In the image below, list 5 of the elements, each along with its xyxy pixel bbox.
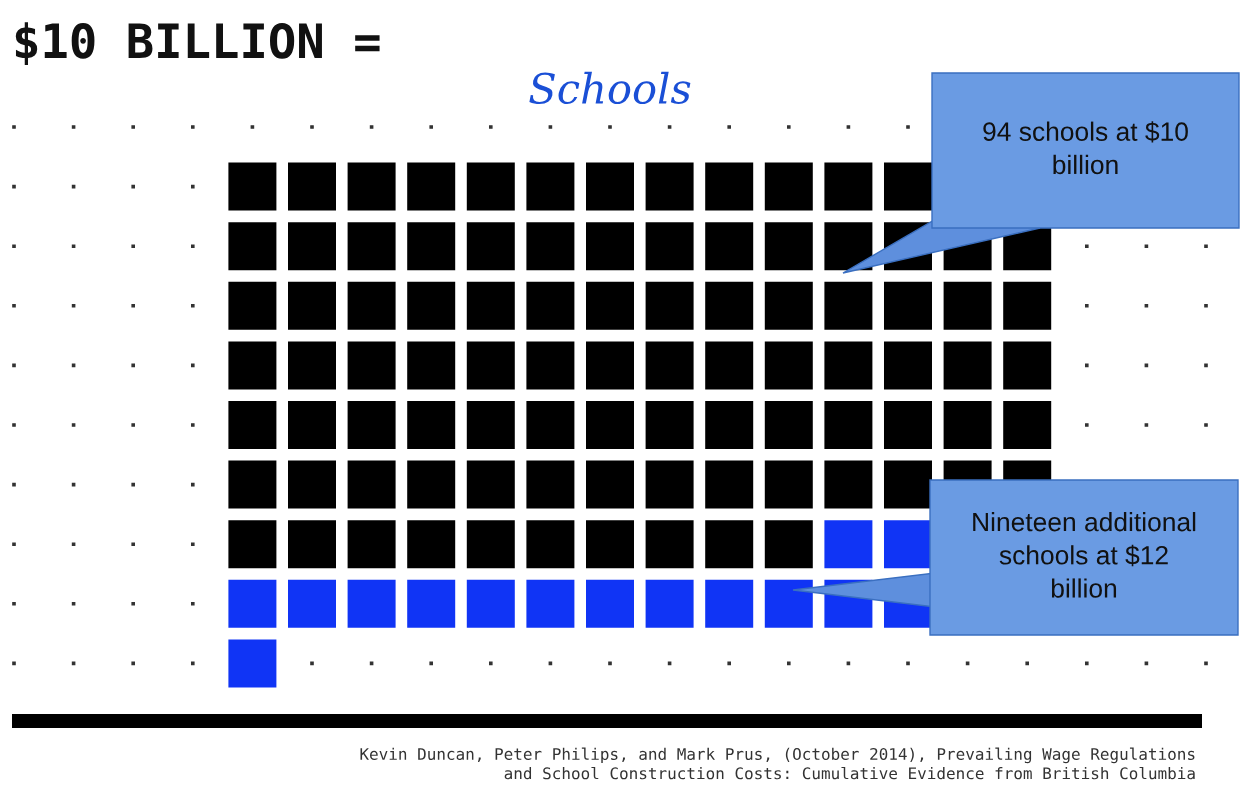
text: Kevin Duncan, Peter Philips, and Mark Prus, (October 2014), Prevailing Wage Regulations and School Construction Costs: Cumulative Evidence from British Columbia bbox=[360, 747, 1195, 780]
data-label: 94 schools at $10 billion bbox=[983, 121, 1188, 175]
data-label: Nineteen additional schools at $12 billion bbox=[973, 512, 1196, 598]
text: Schools bbox=[529, 71, 691, 105]
text: $10 BILLION = bbox=[15, 22, 380, 65]
